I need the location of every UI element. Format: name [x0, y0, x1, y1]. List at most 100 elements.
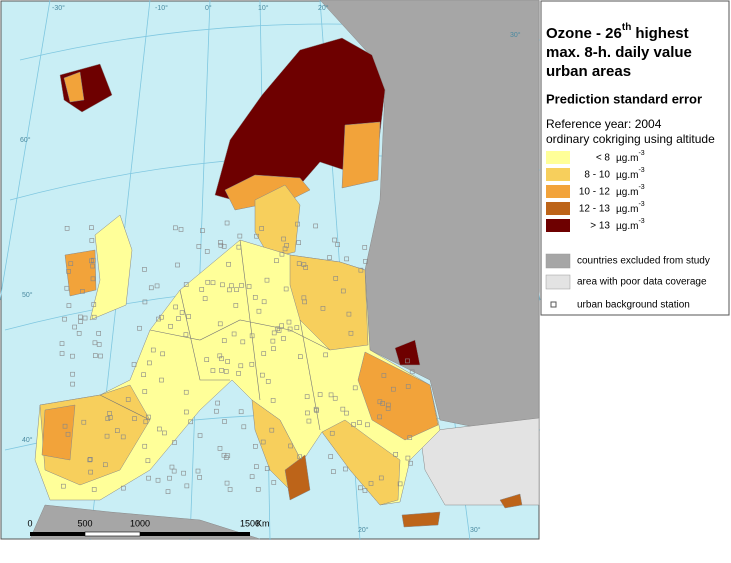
station	[196, 244, 202, 249]
station	[271, 480, 277, 485]
legend-swatch	[546, 151, 570, 164]
legend-swatch	[545, 253, 571, 269]
station	[281, 236, 286, 242]
station	[120, 434, 126, 440]
title-text: Ozone - 26	[546, 25, 622, 42]
legend-unit: µg.m-3	[616, 184, 645, 198]
station-symbol	[550, 301, 557, 308]
station	[226, 261, 231, 267]
station	[65, 431, 71, 437]
station	[368, 481, 374, 486]
legend-unit: µg.m-3	[616, 150, 645, 164]
station	[70, 371, 75, 377]
station	[271, 346, 276, 351]
station	[240, 339, 246, 345]
station	[279, 251, 285, 257]
station	[407, 435, 413, 440]
station	[332, 237, 337, 243]
station	[114, 428, 120, 433]
station	[104, 433, 110, 439]
station	[173, 225, 178, 231]
station	[137, 325, 142, 331]
britain	[89, 214, 133, 321]
station	[237, 233, 243, 239]
station	[223, 369, 229, 374]
station	[98, 353, 103, 359]
station	[217, 446, 223, 451]
station	[147, 360, 152, 366]
legend-label: 8 - 10	[584, 170, 610, 181]
station	[218, 242, 224, 248]
portugal	[41, 404, 76, 461]
station	[296, 261, 302, 266]
station	[66, 269, 71, 274]
station	[357, 420, 362, 425]
station	[64, 285, 70, 291]
station	[274, 258, 279, 264]
scale-unit: Km	[256, 518, 270, 528]
scale-segment	[30, 532, 85, 536]
unit: µg.m	[616, 153, 638, 164]
unit-sup: -3	[638, 150, 644, 157]
station	[377, 414, 382, 420]
station	[200, 228, 205, 233]
station	[335, 242, 340, 247]
station	[327, 255, 332, 260]
legend-unit: µg.m-3	[616, 167, 645, 181]
station	[148, 285, 154, 291]
station	[186, 314, 191, 319]
station	[270, 338, 276, 344]
legend-swatch	[546, 168, 570, 181]
station	[332, 395, 338, 401]
station	[270, 398, 276, 403]
station	[64, 225, 70, 231]
station	[260, 372, 265, 378]
scale-segment	[84, 531, 141, 537]
station	[340, 288, 346, 294]
station	[96, 331, 102, 336]
poland-east	[289, 254, 369, 351]
title-line: max. 8-h. daily value	[546, 44, 692, 61]
station	[107, 411, 112, 416]
station	[141, 372, 146, 378]
station	[142, 267, 147, 272]
station	[279, 323, 284, 329]
station	[227, 487, 233, 492]
station	[405, 455, 411, 461]
graticule-label: -30°	[52, 4, 65, 12]
station	[87, 456, 93, 462]
station	[89, 238, 95, 243]
crete	[401, 511, 441, 528]
station	[303, 265, 308, 270]
scale-label: 1000	[130, 518, 150, 528]
station	[184, 483, 190, 489]
station	[340, 406, 346, 412]
legend: < 8 µg.m-38 - 10 µg.m-310 - 12 µg.m-312 - 1…	[545, 150, 710, 311]
station	[264, 466, 270, 471]
station	[329, 430, 335, 436]
method: ordinary cokriging using altitude	[546, 132, 715, 146]
legend-label: area with poor data coverage	[577, 277, 707, 288]
south-sweden	[254, 184, 301, 259]
station	[390, 386, 396, 392]
station	[197, 475, 202, 480]
station	[224, 480, 230, 486]
station	[328, 454, 334, 459]
station	[275, 326, 281, 332]
station	[142, 443, 148, 449]
balkans	[321, 419, 401, 506]
unit-sup: -3	[638, 201, 644, 208]
station	[70, 353, 75, 359]
station	[405, 384, 411, 389]
title-sup: th	[622, 22, 631, 33]
station	[80, 289, 85, 294]
station	[62, 316, 67, 322]
station	[183, 332, 189, 337]
station	[184, 409, 189, 415]
station	[344, 256, 349, 262]
station	[76, 331, 82, 336]
station	[306, 418, 312, 424]
station	[219, 368, 224, 373]
